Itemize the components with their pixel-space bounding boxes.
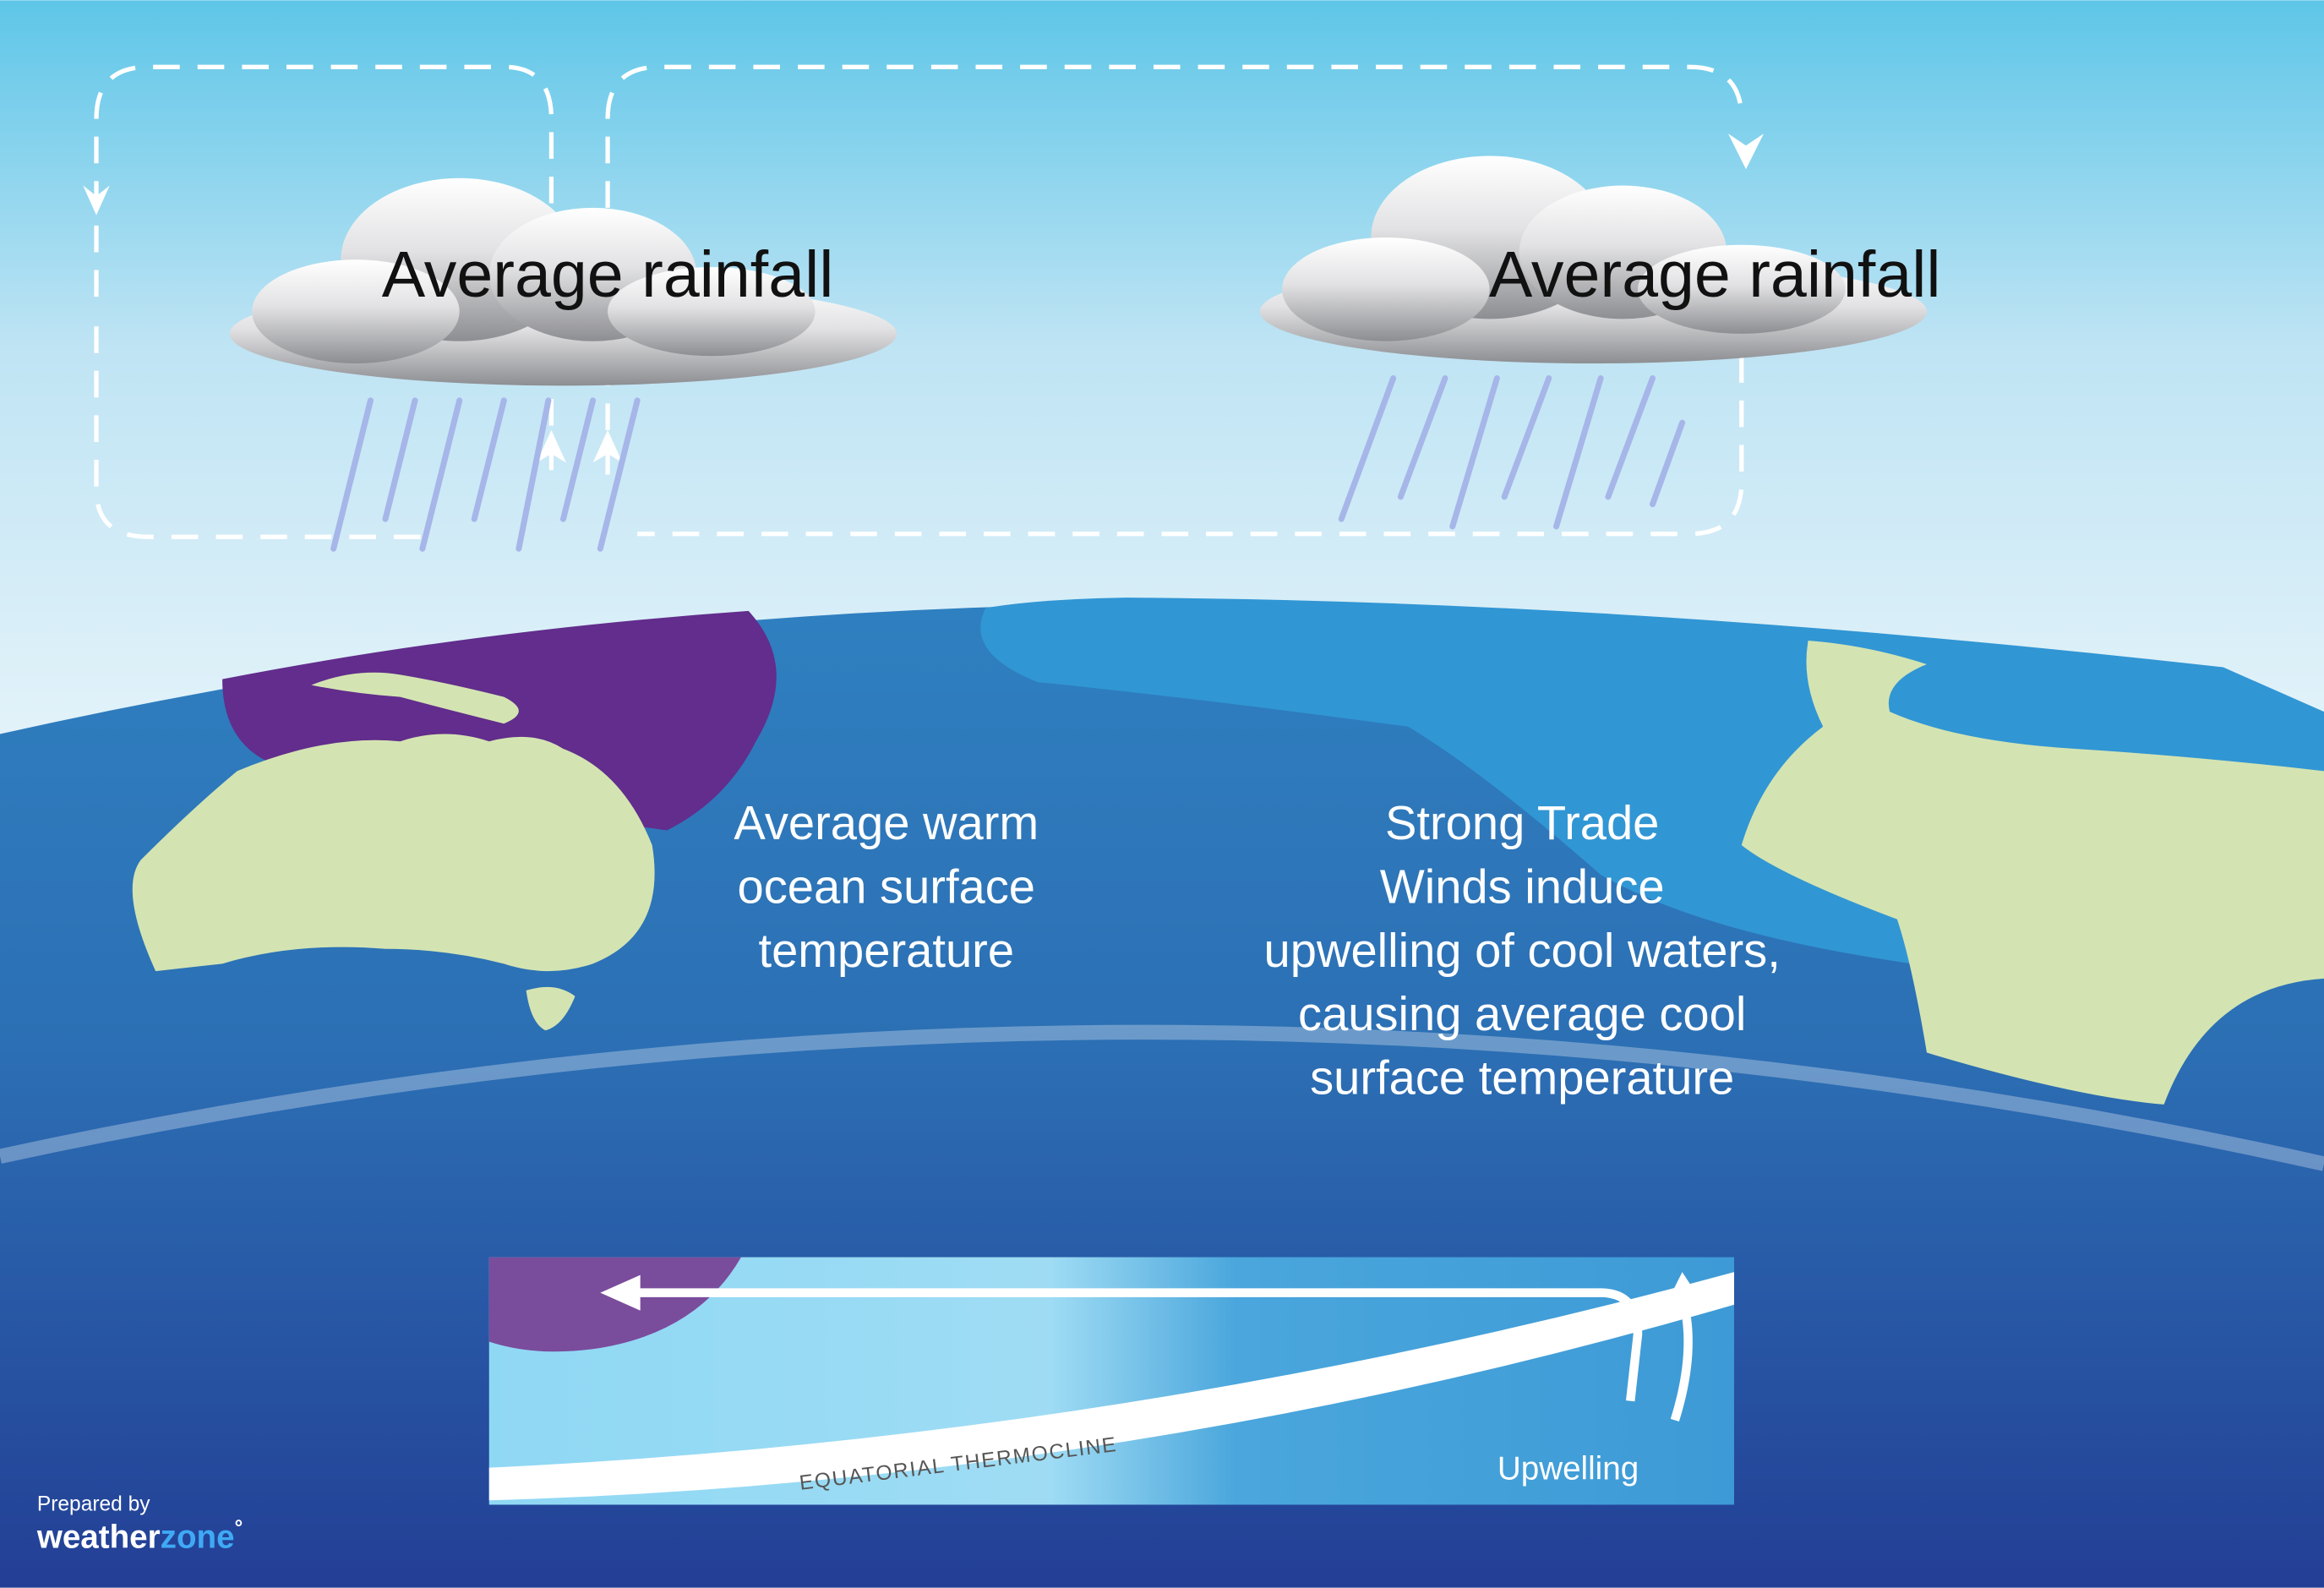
logo-mark: ° [235, 1517, 243, 1540]
ocean-label-line: Strong Trade [1385, 796, 1659, 849]
ocean-label-line: surface temperature [1310, 1051, 1734, 1105]
warm-pool [488, 1257, 741, 1352]
arrowhead [600, 1274, 641, 1311]
australia [132, 734, 655, 972]
ocean-label-line: ocean surface [738, 859, 1035, 913]
tasmania [526, 986, 576, 1031]
arrowhead [1666, 1272, 1702, 1305]
ocean-label-line: Winds induce [1380, 859, 1665, 913]
cloud-left [229, 177, 897, 386]
cloud-label: Average rainfall [382, 238, 834, 311]
equator [0, 1024, 2324, 1171]
ocean-label-line: upwelling of cool waters, [1264, 924, 1781, 977]
credit: Prepared by [37, 1493, 150, 1515]
rain [330, 375, 1686, 552]
ocean-label-line: temperature [759, 924, 1015, 977]
upwelling-label: Upwelling [1498, 1451, 1639, 1487]
ocean-label-line: causing average cool [1298, 987, 1746, 1040]
ocean-label-line: Average warm [734, 796, 1039, 849]
logo-part: weather [36, 1519, 161, 1555]
arrowheads [83, 134, 1765, 463]
thermocline [488, 1272, 1734, 1501]
south-america [1741, 640, 2324, 1105]
new-guinea [311, 672, 519, 724]
upwelling-arrow [1670, 1296, 1693, 1422]
current-arrow [637, 1288, 1643, 1402]
logo-part: zone [161, 1519, 235, 1555]
walker-circulation [94, 64, 1744, 539]
cross-section: EQUATORIAL THERMOCLINE Upwelling [488, 1257, 1734, 1505]
cloud-right [1259, 156, 1927, 364]
ocean-labels: Average warm ocean surface temperature Stro… [734, 796, 1780, 1105]
logo: weatherzone° [36, 1517, 243, 1556]
cloud-label: Average rainfall [1489, 238, 1941, 311]
